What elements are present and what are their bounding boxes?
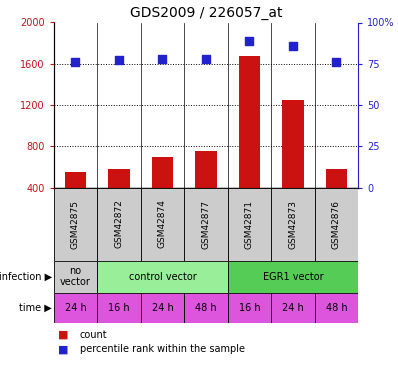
Text: time ▶: time ▶ xyxy=(19,303,52,313)
Point xyxy=(246,38,253,44)
Bar xyxy=(152,157,174,188)
Point xyxy=(159,56,166,62)
Text: GSM42872: GSM42872 xyxy=(115,200,123,249)
Bar xyxy=(184,188,228,261)
Bar xyxy=(326,169,347,188)
Text: GSM42871: GSM42871 xyxy=(245,200,254,249)
Bar xyxy=(271,188,315,261)
Text: 48 h: 48 h xyxy=(326,303,347,313)
Text: no
vector: no vector xyxy=(60,266,91,287)
Bar xyxy=(195,152,217,188)
Bar xyxy=(282,100,304,188)
Text: 16 h: 16 h xyxy=(108,303,130,313)
Bar xyxy=(315,292,358,323)
Text: count: count xyxy=(80,330,107,339)
Bar xyxy=(315,188,358,261)
Text: infection ▶: infection ▶ xyxy=(0,272,52,282)
Point xyxy=(333,59,339,65)
Point xyxy=(290,43,296,49)
Bar xyxy=(97,188,141,261)
Text: GSM42873: GSM42873 xyxy=(289,200,297,249)
Point xyxy=(72,59,79,65)
Bar xyxy=(141,292,184,323)
Text: ■: ■ xyxy=(58,330,68,339)
Text: percentile rank within the sample: percentile rank within the sample xyxy=(80,345,245,354)
Bar xyxy=(108,169,130,188)
Title: GDS2009 / 226057_at: GDS2009 / 226057_at xyxy=(130,6,282,20)
Bar xyxy=(54,261,97,292)
Text: GSM42875: GSM42875 xyxy=(71,200,80,249)
Text: 48 h: 48 h xyxy=(195,303,217,313)
Bar xyxy=(141,188,184,261)
Bar xyxy=(238,56,260,188)
Point xyxy=(203,56,209,62)
Text: ■: ■ xyxy=(58,345,68,354)
Bar xyxy=(54,188,97,261)
Bar xyxy=(228,261,358,292)
Text: 24 h: 24 h xyxy=(282,303,304,313)
Text: control vector: control vector xyxy=(129,272,196,282)
Bar xyxy=(271,292,315,323)
Text: GSM42874: GSM42874 xyxy=(158,200,167,249)
Bar xyxy=(228,188,271,261)
Text: 16 h: 16 h xyxy=(239,303,260,313)
Bar xyxy=(64,172,86,188)
Bar xyxy=(184,292,228,323)
Point xyxy=(116,57,122,63)
Bar xyxy=(97,292,141,323)
Text: GSM42876: GSM42876 xyxy=(332,200,341,249)
Text: GSM42877: GSM42877 xyxy=(201,200,211,249)
Bar xyxy=(97,261,228,292)
Bar xyxy=(228,292,271,323)
Bar xyxy=(54,292,97,323)
Text: 24 h: 24 h xyxy=(152,303,174,313)
Text: EGR1 vector: EGR1 vector xyxy=(263,272,323,282)
Text: 24 h: 24 h xyxy=(64,303,86,313)
